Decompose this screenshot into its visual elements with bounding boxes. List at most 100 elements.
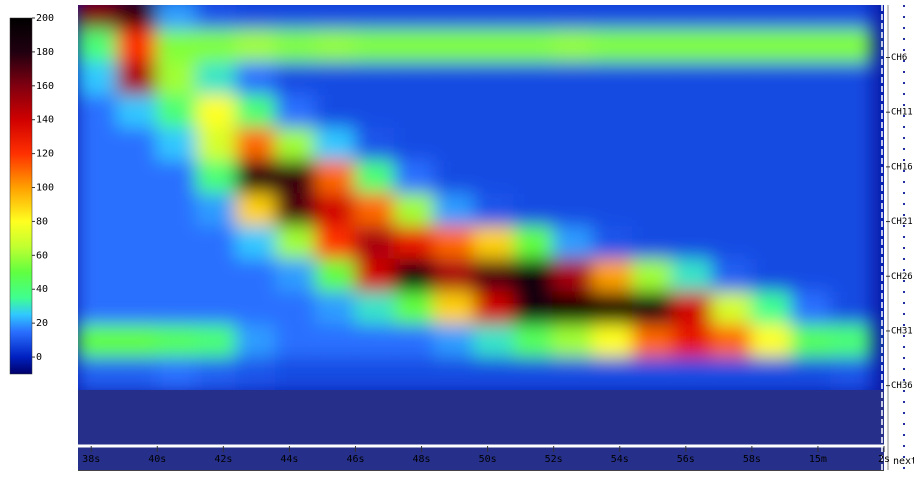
heatmap-cell xyxy=(632,357,674,392)
heatmap-cell xyxy=(77,62,119,97)
heatmap-cell xyxy=(830,160,872,195)
heatmap-cell xyxy=(751,259,793,294)
heatmap-cell xyxy=(77,128,119,163)
heatmap-cell xyxy=(236,62,278,97)
heatmap-cell xyxy=(394,193,436,228)
heatmap-cell xyxy=(751,357,793,392)
heatmap-cell xyxy=(553,62,595,97)
heatmap-cell xyxy=(394,160,436,195)
heatmap-cell xyxy=(830,193,872,228)
heatmap-cell xyxy=(354,292,396,327)
heatmap-cell xyxy=(196,193,238,228)
heatmap-cell xyxy=(196,357,238,392)
heatmap-cell xyxy=(711,226,753,261)
heatmap-cell xyxy=(711,292,753,327)
heatmap-cell xyxy=(553,160,595,195)
heatmap-cell xyxy=(711,62,753,97)
heatmap-cell xyxy=(315,128,357,163)
heatmap-cell xyxy=(117,160,159,195)
heatmap-cell xyxy=(751,226,793,261)
heatmap-cell xyxy=(473,160,515,195)
heatmap-cell xyxy=(672,259,714,294)
heatmap-cell xyxy=(632,292,674,327)
heatmap-cell xyxy=(553,95,595,130)
heatmap xyxy=(77,0,872,392)
heatmap-cell xyxy=(236,0,278,31)
heatmap-cell xyxy=(592,193,634,228)
heatmap-cell xyxy=(473,193,515,228)
heatmap-cell xyxy=(117,95,159,130)
colorbar-tick-label: 100 xyxy=(36,183,54,194)
heatmap-cell xyxy=(315,259,357,294)
y-tick-label: CH16 xyxy=(891,162,913,172)
heatmap-cell xyxy=(434,95,476,130)
heatmap-cell xyxy=(592,292,634,327)
heatmap-cell xyxy=(513,324,555,359)
heatmap-cell xyxy=(553,0,595,31)
heatmap-cell xyxy=(196,292,238,327)
heatmap-cell xyxy=(156,292,198,327)
heatmap-cell xyxy=(513,95,555,130)
heatmap-cell xyxy=(156,226,198,261)
heatmap-cell xyxy=(791,128,833,163)
heatmap-cell xyxy=(711,324,753,359)
heatmap-cell xyxy=(196,324,238,359)
colorbar-tick-label: 140 xyxy=(36,115,54,126)
y-tick-label: CH26 xyxy=(891,272,913,282)
y-tick-label: CH31 xyxy=(891,326,913,336)
heatmap-cell xyxy=(711,357,753,392)
heatmap-cell xyxy=(751,193,793,228)
heatmap-cell xyxy=(830,29,872,64)
heatmap-cell xyxy=(711,259,753,294)
heatmap-cell xyxy=(632,226,674,261)
heatmap-cell xyxy=(513,259,555,294)
heatmap-cell xyxy=(196,0,238,31)
heatmap-cell xyxy=(394,95,436,130)
heatmap-cell xyxy=(394,292,436,327)
heatmap-cell xyxy=(434,292,476,327)
heatmap-cell xyxy=(236,292,278,327)
heatmap-cell xyxy=(830,95,872,130)
heatmap-cell xyxy=(830,357,872,392)
heatmap-cell xyxy=(592,0,634,31)
heatmap-cell xyxy=(315,292,357,327)
x-tick-label: 42s xyxy=(214,454,232,465)
heatmap-cell xyxy=(236,29,278,64)
heatmap-cell xyxy=(434,324,476,359)
heatmap-cell xyxy=(751,128,793,163)
y-tick-label: CH36 xyxy=(891,381,913,391)
heatmap-cell xyxy=(830,292,872,327)
heatmap-cell xyxy=(830,0,872,31)
heatmap-cell xyxy=(434,357,476,392)
heatmap-cell xyxy=(711,193,753,228)
heatmap-cell xyxy=(632,324,674,359)
colorbar-tick-label: 160 xyxy=(36,81,54,92)
heatmap-cell xyxy=(672,193,714,228)
heatmap-cell xyxy=(275,62,317,97)
heatmap-cell xyxy=(394,29,436,64)
heatmap-cell xyxy=(553,357,595,392)
heatmap-cell xyxy=(473,292,515,327)
heatmap-cell xyxy=(830,226,872,261)
heatmap-cell xyxy=(434,160,476,195)
x-tick-label: 58s xyxy=(743,454,761,465)
heatmap-cell xyxy=(791,324,833,359)
heatmap-cell xyxy=(791,160,833,195)
y-tick-label: CH21 xyxy=(891,217,913,227)
heatmap-cell xyxy=(156,160,198,195)
heatmap-cell xyxy=(315,95,357,130)
heatmap-cell xyxy=(394,0,436,31)
heatmap-cell xyxy=(354,95,396,130)
heatmap-cell xyxy=(791,259,833,294)
heatmap-cell xyxy=(711,0,753,31)
heatmap-cell xyxy=(632,0,674,31)
x-tick-label: 38s xyxy=(82,454,100,465)
heatmap-cell xyxy=(354,160,396,195)
heatmap-cell xyxy=(315,0,357,31)
heatmap-cell xyxy=(196,95,238,130)
heatmap-cell xyxy=(275,95,317,130)
y-tick-label: CH6 xyxy=(891,53,907,63)
heatmap-cell xyxy=(473,128,515,163)
heatmap-cell xyxy=(117,193,159,228)
heatmap-cell xyxy=(236,324,278,359)
